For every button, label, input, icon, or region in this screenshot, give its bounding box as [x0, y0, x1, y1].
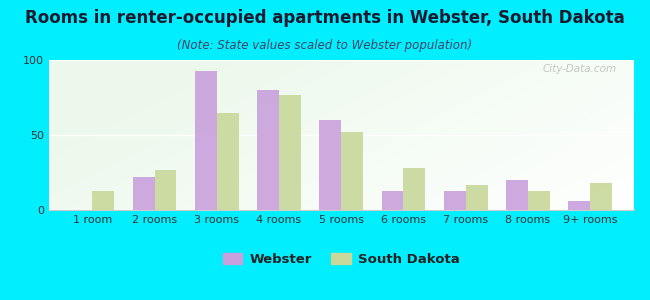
Bar: [341, 132, 363, 210]
Bar: [92, 190, 114, 210]
Bar: [195, 70, 217, 210]
Bar: [155, 169, 176, 210]
Bar: [590, 183, 612, 210]
Bar: [465, 184, 488, 210]
Bar: [133, 177, 155, 210]
Bar: [404, 168, 425, 210]
Bar: [382, 190, 404, 210]
Text: Rooms in renter-occupied apartments in Webster, South Dakota: Rooms in renter-occupied apartments in W…: [25, 9, 625, 27]
Bar: [444, 190, 465, 210]
Text: City-Data.com: City-Data.com: [542, 64, 616, 74]
Bar: [257, 90, 279, 210]
Bar: [279, 94, 301, 210]
Text: (Note: State values scaled to Webster population): (Note: State values scaled to Webster po…: [177, 39, 473, 52]
Bar: [319, 120, 341, 210]
Bar: [217, 112, 239, 210]
Bar: [506, 180, 528, 210]
Legend: Webster, South Dakota: Webster, South Dakota: [223, 254, 460, 266]
Bar: [528, 190, 550, 210]
Bar: [568, 201, 590, 210]
